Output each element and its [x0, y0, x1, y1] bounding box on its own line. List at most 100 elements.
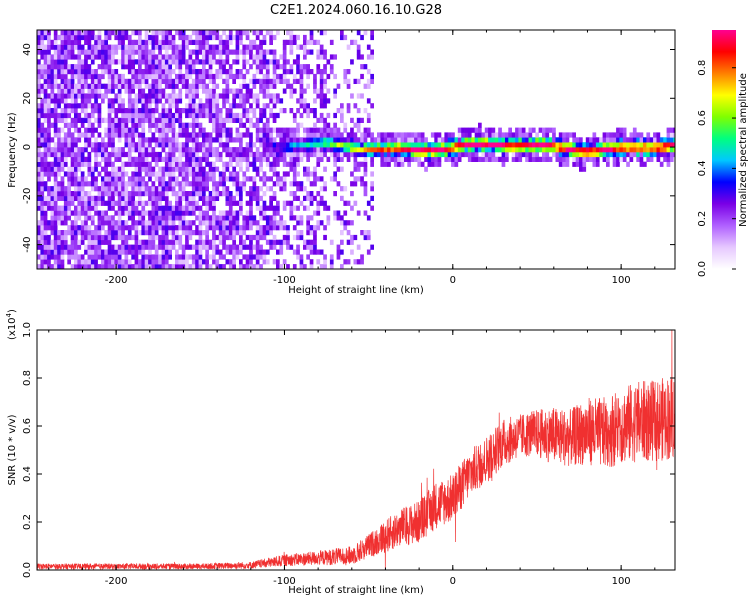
spectrogram-cell: [329, 147, 334, 153]
spectrogram-cell: [67, 83, 71, 89]
spectrogram-cell: [94, 244, 98, 250]
spectrogram-cell: [232, 73, 236, 80]
spectrogram-cell: [168, 39, 172, 45]
spectrogram-cell: [225, 88, 230, 94]
spectrogram-cell: [37, 176, 41, 182]
spectrogram-cell: [154, 195, 159, 201]
spectrogram-cell: [346, 78, 351, 84]
spectrogram-cell: [114, 117, 119, 123]
spectrogram-cell: [303, 264, 307, 269]
spectrogram-cell: [107, 88, 112, 94]
spectrogram-cell: [205, 54, 209, 60]
spectrogram-cell: [67, 171, 71, 177]
spectrogram-cell: [316, 161, 321, 167]
spectrogram-cell: [350, 220, 354, 226]
spectrogram-cell: [235, 30, 240, 36]
spectrogram-cell: [124, 142, 129, 148]
spectrogram-cell: [84, 234, 88, 241]
spectrogram-cell: [235, 161, 240, 167]
spectrogram-cell: [101, 181, 105, 187]
spectrogram-cell: [259, 156, 263, 162]
spectrogram-cell: [138, 73, 142, 80]
spectrogram-cell: [74, 205, 78, 211]
spectrogram-cell: [222, 234, 226, 241]
spectrogram-cell: [582, 151, 587, 158]
spectrogram-cell: [63, 220, 68, 226]
spectrogram-cell: [424, 142, 428, 148]
spectrogram-cell: [154, 234, 159, 241]
spectrogram-cell: [292, 78, 297, 84]
spectrogram-cell: [50, 83, 55, 89]
spectrogram-cell: [340, 30, 344, 36]
spectrogram-cell: [535, 132, 539, 138]
spectrogram-cell: [215, 156, 220, 162]
spectrogram-cell: [90, 264, 95, 269]
spectrogram-cell: [134, 49, 139, 55]
spectrogram-cell: [104, 44, 108, 50]
spectrogram-cell: [47, 108, 51, 114]
spectrogram-cell: [397, 151, 401, 158]
spectrogram-cell: [276, 30, 280, 36]
spectrogram-cell: [70, 78, 75, 84]
spectrogram-cell: [114, 122, 119, 128]
spectrogram-cell: [208, 151, 213, 158]
spectrogram-cell: [282, 49, 287, 55]
spectrogram-cell: [255, 205, 260, 211]
spectrogram-cell: [265, 122, 270, 128]
spectrogram-cell: [279, 132, 284, 138]
spectrogram-cell: [319, 54, 324, 60]
spectrogram-cell: [104, 254, 108, 260]
spectrogram-cell: [198, 244, 203, 250]
spectrogram-cell: [481, 147, 486, 153]
spectrogram-cell: [164, 78, 169, 84]
spectrogram-cell: [181, 195, 186, 201]
spectrogram-cell: [242, 78, 247, 84]
spectrogram-cell: [101, 54, 105, 60]
spectrogram-cell: [228, 39, 233, 45]
spectrogram-cell: [67, 93, 71, 99]
spectrogram-cell: [154, 64, 159, 70]
spectrogram-cell: [90, 230, 95, 236]
spectrogram-cell: [74, 220, 78, 226]
spectrogram-cell: [255, 230, 260, 236]
spectrogram-cell: [97, 83, 102, 89]
spectrogram-cell: [343, 147, 348, 153]
spectrogram-cell: [43, 30, 48, 36]
spectrogram-cell: [225, 191, 230, 197]
spectrogram-cell: [467, 142, 472, 148]
spectrogram-cell: [515, 147, 519, 153]
spectrogram-cell: [57, 215, 61, 221]
spectrogram-cell: [252, 83, 257, 89]
spectrogram-cell: [572, 132, 576, 138]
spectrogram-cell: [74, 103, 78, 109]
spectrogram-cell: [117, 103, 122, 109]
spectrogram-cell: [484, 132, 489, 138]
spectrogram-cell: [141, 156, 146, 162]
spectrogram-cell: [626, 151, 630, 158]
spectrogram-cell: [242, 73, 247, 80]
spectrogram-cell: [124, 132, 129, 138]
spectrogram-cell: [215, 34, 220, 41]
spectrogram-cell: [74, 195, 78, 201]
spectrogram-cell: [90, 122, 95, 128]
spectrogram-cell: [111, 171, 115, 177]
spectrogram-cell: [306, 73, 310, 80]
spectrogram-cell: [37, 78, 41, 84]
spectrogram-cell: [40, 249, 45, 255]
spectrogram-cell: [47, 30, 51, 36]
spectrogram-cell: [548, 156, 553, 162]
spectrogram-cell: [296, 234, 300, 241]
spectrogram-cell: [127, 108, 132, 114]
spectrogram-cell: [148, 254, 152, 260]
spectrogram-cell: [356, 78, 361, 84]
spectrogram-cell: [269, 112, 273, 119]
spectrogram-cell: [53, 59, 58, 65]
spectrogram-cell: [77, 200, 82, 206]
spectrogram-cell: [265, 225, 270, 231]
spectrogram-cell: [329, 176, 334, 182]
spectrogram-cell: [40, 244, 45, 250]
spectrogram-cell: [252, 59, 257, 65]
spectrogram-cell: [316, 88, 321, 94]
spectrogram-cell: [326, 147, 331, 153]
spectrogram-cell: [622, 147, 627, 153]
